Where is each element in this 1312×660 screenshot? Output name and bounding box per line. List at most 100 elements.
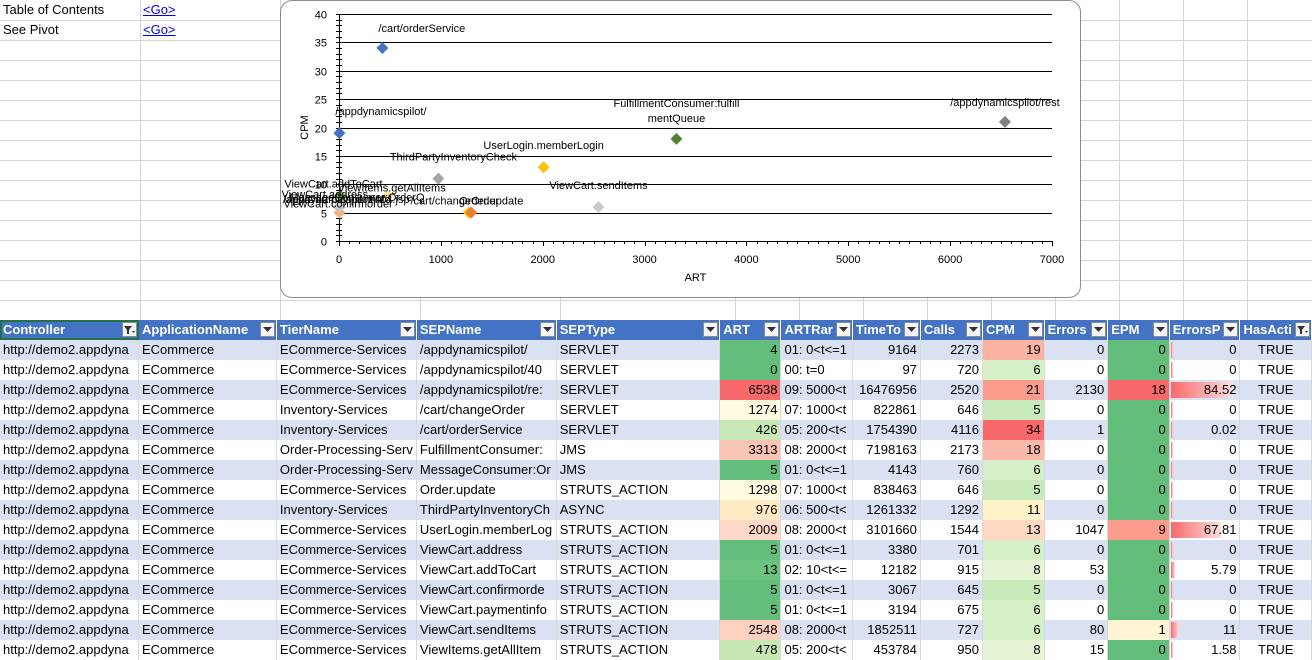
- table-cell-septype[interactable]: SERVLET: [556, 420, 721, 440]
- table-cell-applicationname[interactable]: ECommerce: [138, 340, 277, 360]
- table-cell-art[interactable]: 426: [719, 420, 782, 440]
- table-cell-controller[interactable]: http://demo2.appdyna: [0, 340, 139, 360]
- table-cell-art[interactable]: 5: [719, 580, 782, 600]
- table-cell-tiername[interactable]: ECommerce-Services: [276, 620, 417, 640]
- filter-dropdown-icon[interactable]: [399, 322, 415, 337]
- table-cell-septype[interactable]: JMS: [556, 440, 721, 460]
- column-header[interactable]: Calls: [920, 320, 983, 340]
- table-cell-cpm[interactable]: 5: [982, 480, 1045, 500]
- table-cell-controller[interactable]: http://demo2.appdyna: [0, 380, 139, 400]
- table-cell-cpm[interactable]: 6: [982, 620, 1045, 640]
- table-cell-cpm[interactable]: 11: [982, 500, 1045, 520]
- table-cell-controller[interactable]: http://demo2.appdyna: [0, 520, 139, 540]
- table-cell-timeto[interactable]: 9164: [852, 340, 921, 360]
- table-cell-septype[interactable]: SERVLET: [556, 340, 721, 360]
- table-cell-cpm[interactable]: 13: [982, 520, 1045, 540]
- table-cell-timeto[interactable]: 3194: [852, 600, 921, 620]
- table-cell-sepname[interactable]: ViewCart.confirmorde: [416, 580, 557, 600]
- table-cell-errorsp[interactable]: 84.52: [1169, 380, 1241, 400]
- table-cell-errorsp[interactable]: 5.79: [1169, 560, 1241, 580]
- filter-dropdown-icon[interactable]: [1027, 322, 1043, 337]
- table-cell-cpm[interactable]: 6: [982, 600, 1045, 620]
- table-cell-errorsp[interactable]: 0: [1169, 360, 1241, 380]
- table-cell-controller[interactable]: http://demo2.appdyna: [0, 400, 139, 420]
- table-cell-art[interactable]: 5: [719, 540, 782, 560]
- table-cell-epm[interactable]: 18: [1107, 380, 1170, 400]
- table-cell-errors[interactable]: 0: [1044, 340, 1109, 360]
- table-cell-artrar[interactable]: 07: 1000<t: [780, 400, 853, 420]
- table-cell-sepname[interactable]: ViewItems.getAllItem: [416, 640, 557, 660]
- table-cell-timeto[interactable]: 822861: [852, 400, 921, 420]
- table-cell-cpm[interactable]: 6: [982, 460, 1045, 480]
- table-cell-calls[interactable]: 1544: [920, 520, 983, 540]
- table-cell-controller[interactable]: http://demo2.appdyna: [0, 500, 139, 520]
- table-cell-epm[interactable]: 0: [1107, 560, 1170, 580]
- table-cell-timeto[interactable]: 3380: [852, 540, 921, 560]
- table-cell-calls[interactable]: 727: [920, 620, 983, 640]
- table-cell-timeto[interactable]: 453784: [852, 640, 921, 660]
- table-cell-tiername[interactable]: Order-Processing-Serv: [276, 460, 417, 480]
- filter-dropdown-icon[interactable]: [703, 322, 719, 337]
- table-cell-epm[interactable]: 0: [1107, 460, 1170, 480]
- table-cell-hasacti[interactable]: TRUE: [1239, 400, 1312, 420]
- table-cell-art[interactable]: 1298: [719, 480, 782, 500]
- table-cell-septype[interactable]: SERVLET: [556, 380, 721, 400]
- column-header[interactable]: ART: [719, 320, 782, 340]
- table-cell-errorsp[interactable]: 0: [1169, 400, 1241, 420]
- table-cell-errorsp[interactable]: 0: [1169, 440, 1241, 460]
- column-header[interactable]: TierName: [276, 320, 417, 340]
- table-cell-art[interactable]: 976: [719, 500, 782, 520]
- table-cell-applicationname[interactable]: ECommerce: [138, 400, 277, 420]
- table-cell-epm[interactable]: 0: [1107, 640, 1170, 660]
- table-cell-cpm[interactable]: 8: [982, 560, 1045, 580]
- see-pivot-go-link[interactable]: <Go>: [143, 22, 176, 37]
- table-cell-errors[interactable]: 1: [1044, 420, 1109, 440]
- table-cell-calls[interactable]: 645: [920, 580, 983, 600]
- table-cell-applicationname[interactable]: ECommerce: [138, 380, 277, 400]
- table-cell-errorsp[interactable]: 0: [1169, 540, 1241, 560]
- table-cell-septype[interactable]: STRUTS_ACTION: [556, 560, 721, 580]
- table-cell-sepname[interactable]: MessageConsumer:Or: [416, 460, 557, 480]
- table-cell-artrar[interactable]: 08: 2000<t: [780, 520, 853, 540]
- table-cell-cpm[interactable]: 6: [982, 360, 1045, 380]
- column-header[interactable]: ErrorsP: [1169, 320, 1241, 340]
- table-cell-art[interactable]: 13: [719, 560, 782, 580]
- table-cell-tiername[interactable]: Inventory-Services: [276, 500, 417, 520]
- filter-active-icon[interactable]: [122, 322, 137, 337]
- table-cell-art[interactable]: 4: [719, 340, 782, 360]
- table-cell-artrar[interactable]: 07: 1000<t: [780, 480, 853, 500]
- table-cell-hasacti[interactable]: TRUE: [1239, 440, 1312, 460]
- filter-dropdown-icon[interactable]: [835, 322, 851, 337]
- table-cell-tiername[interactable]: ECommerce-Services: [276, 360, 417, 380]
- table-cell-applicationname[interactable]: ECommerce: [138, 540, 277, 560]
- table-cell-errors[interactable]: 0: [1044, 440, 1109, 460]
- table-cell-sepname[interactable]: ViewCart.paymentinfo: [416, 600, 557, 620]
- table-cell-hasacti[interactable]: TRUE: [1239, 640, 1312, 660]
- table-cell-applicationname[interactable]: ECommerce: [138, 440, 277, 460]
- table-cell-tiername[interactable]: ECommerce-Services: [276, 640, 417, 660]
- table-cell-timeto[interactable]: 3101660: [852, 520, 921, 540]
- table-cell-artrar[interactable]: 01: 0<t<=1: [780, 540, 853, 560]
- table-cell-controller[interactable]: http://demo2.appdyna: [0, 580, 139, 600]
- table-cell-tiername[interactable]: ECommerce-Services: [276, 340, 417, 360]
- table-cell-septype[interactable]: STRUTS_ACTION: [556, 520, 721, 540]
- table-cell-hasacti[interactable]: TRUE: [1239, 380, 1312, 400]
- filter-dropdown-icon[interactable]: [1152, 322, 1168, 337]
- table-cell-applicationname[interactable]: ECommerce: [138, 560, 277, 580]
- table-cell-tiername[interactable]: ECommerce-Services: [276, 480, 417, 500]
- table-cell-controller[interactable]: http://demo2.appdyna: [0, 440, 139, 460]
- table-cell-epm[interactable]: 9: [1107, 520, 1170, 540]
- table-cell-cpm[interactable]: 19: [982, 340, 1045, 360]
- table-cell-applicationname[interactable]: ECommerce: [138, 420, 277, 440]
- table-cell-sepname[interactable]: ViewCart.sendItems: [416, 620, 557, 640]
- table-cell-controller[interactable]: http://demo2.appdyna: [0, 360, 139, 380]
- column-header[interactable]: HasActi: [1239, 320, 1312, 340]
- table-cell-tiername[interactable]: ECommerce-Services: [276, 560, 417, 580]
- table-cell-errors[interactable]: 2130: [1044, 380, 1109, 400]
- table-cell-timeto[interactable]: 12182: [852, 560, 921, 580]
- table-cell-cpm[interactable]: 18: [982, 440, 1045, 460]
- table-cell-timeto[interactable]: 97: [852, 360, 921, 380]
- table-cell-artrar[interactable]: 00: t=0: [780, 360, 853, 380]
- table-cell-errorsp[interactable]: 1.58: [1169, 640, 1241, 660]
- table-cell-septype[interactable]: SERVLET: [556, 400, 721, 420]
